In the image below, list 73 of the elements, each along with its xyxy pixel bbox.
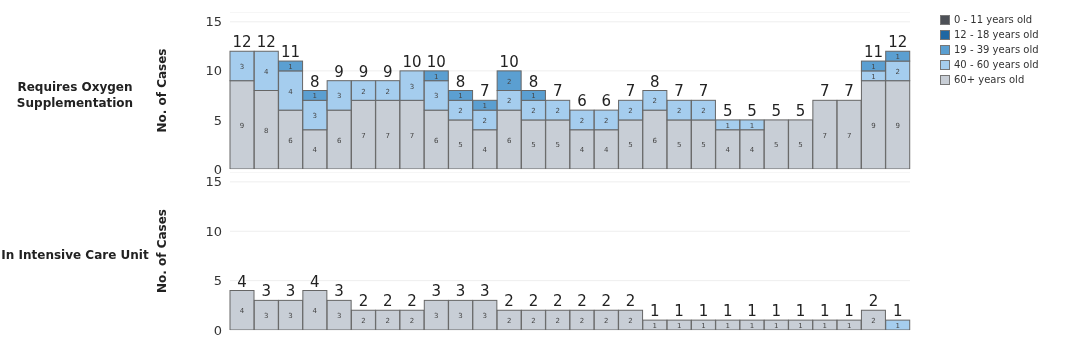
total-label: 10 bbox=[402, 52, 422, 71]
total-label: 7 bbox=[552, 82, 563, 101]
total-label: 11 bbox=[281, 43, 301, 62]
total-label: 5 bbox=[771, 101, 782, 120]
total-label: 1 bbox=[771, 302, 782, 321]
legend-label: 0 - 11 years old bbox=[954, 14, 1033, 25]
total-label: 2 bbox=[625, 292, 636, 311]
total-label: 1 bbox=[820, 302, 830, 321]
total-label: 1 bbox=[722, 302, 733, 321]
y-tick-label: 10 bbox=[205, 223, 222, 239]
total-label: 6 bbox=[601, 92, 612, 111]
total-label: 2 bbox=[504, 292, 514, 311]
y-tick-label: 10 bbox=[205, 63, 222, 79]
total-label: 2 bbox=[358, 292, 369, 311]
total-label: 3 bbox=[261, 282, 272, 301]
y-tick-label: 5 bbox=[213, 273, 222, 289]
total-label: 1 bbox=[892, 302, 903, 321]
total-label: 5 bbox=[795, 101, 806, 120]
total-label: 3 bbox=[455, 282, 466, 301]
total-label: 1 bbox=[844, 302, 854, 321]
total-label: 6 bbox=[577, 92, 587, 111]
total-label: 7 bbox=[480, 82, 490, 101]
total-label: 1 bbox=[674, 302, 684, 321]
total-label: 1 bbox=[747, 302, 757, 321]
legend-label: 12 - 18 years old bbox=[954, 29, 1039, 40]
total-label: 11 bbox=[863, 43, 883, 62]
total-label: 12 bbox=[232, 33, 252, 52]
total-label: 3 bbox=[285, 282, 296, 301]
total-label: 8 bbox=[528, 72, 539, 91]
total-label: 2 bbox=[407, 292, 417, 311]
legend-label: 60+ years old bbox=[954, 74, 1025, 85]
legend-label: 40 - 60 years old bbox=[954, 59, 1039, 70]
y-tick-label: 5 bbox=[213, 112, 222, 128]
total-label: 3 bbox=[334, 282, 344, 301]
y-tick-label: 0 bbox=[213, 161, 222, 177]
total-label: 8 bbox=[650, 72, 660, 91]
total-label: 3 bbox=[431, 282, 442, 301]
total-label: 2 bbox=[552, 292, 563, 311]
y-axis-title: No. of Cases bbox=[155, 209, 170, 293]
total-label: 3 bbox=[480, 282, 490, 301]
total-label: 2 bbox=[868, 292, 879, 311]
legend-label: 19 - 39 years old bbox=[954, 44, 1039, 55]
y-tick-label: 15 bbox=[205, 174, 222, 190]
total-label: 2 bbox=[528, 292, 539, 311]
total-label: 2 bbox=[382, 292, 393, 311]
total-label: 1 bbox=[650, 302, 660, 321]
total-label: 12 bbox=[888, 33, 908, 52]
total-label: 2 bbox=[577, 292, 587, 311]
y-tick-label: 15 bbox=[205, 14, 222, 30]
total-label: 1 bbox=[698, 302, 709, 321]
total-label: 7 bbox=[698, 82, 709, 101]
total-label: 12 bbox=[256, 33, 276, 52]
total-label: 7 bbox=[820, 82, 830, 101]
total-label: 4 bbox=[310, 272, 320, 291]
total-label: 4 bbox=[237, 272, 247, 291]
total-label: 8 bbox=[310, 72, 320, 91]
total-label: 10 bbox=[499, 52, 519, 71]
total-label: 2 bbox=[601, 292, 612, 311]
text: Requires Oxygen Supplementation bbox=[16, 79, 134, 110]
total-label: 7 bbox=[625, 82, 636, 101]
total-label: 9 bbox=[334, 62, 344, 81]
total-label: 9 bbox=[358, 62, 369, 81]
total-label: 9 bbox=[382, 62, 393, 81]
total-label: 5 bbox=[722, 101, 733, 120]
total-label: 1 bbox=[795, 302, 806, 321]
y-tick-label: 0 bbox=[213, 322, 222, 338]
total-label: 7 bbox=[674, 82, 684, 101]
y-axis-title: No. of Cases bbox=[155, 48, 170, 133]
total-label: 7 bbox=[844, 82, 854, 101]
total-label: 8 bbox=[455, 72, 466, 91]
total-label: 10 bbox=[426, 52, 446, 71]
text: In Intensive Care Unit bbox=[1, 248, 149, 262]
total-label: 5 bbox=[747, 101, 757, 120]
